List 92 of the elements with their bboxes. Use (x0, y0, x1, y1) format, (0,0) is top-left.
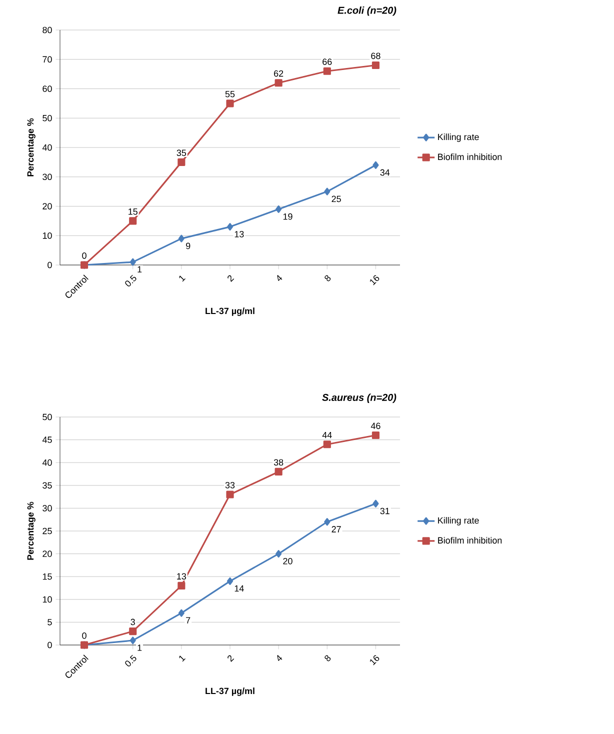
x-tick-label: 4 (277, 275, 282, 281)
point (226, 490, 234, 498)
y-tick-label: 5 (48, 619, 52, 626)
x-tick-label: 1 (179, 656, 186, 662)
point (324, 518, 330, 526)
data-label: 66 (322, 58, 332, 65)
y-axis-title: Percentage % (27, 118, 36, 176)
x-tick-label: 16 (370, 275, 380, 286)
data-label: 44 (322, 432, 332, 438)
y-tick-label: 80 (42, 26, 52, 34)
data-label: 68 (371, 52, 380, 60)
point (323, 440, 331, 448)
point (178, 234, 184, 242)
data-label: 27 (332, 526, 341, 532)
point (323, 67, 331, 75)
data-label: 33 (225, 482, 235, 488)
y-tick-label: 20 (42, 203, 52, 210)
y-tick-label: 30 (42, 505, 52, 512)
y-tick-label: 50 (42, 114, 52, 122)
data-label: 1 (138, 644, 142, 651)
point (178, 158, 186, 166)
data-label: 13 (177, 573, 186, 580)
y-tick-label: 40 (42, 144, 52, 151)
point (129, 628, 137, 636)
x-tick-label: 0.5 (125, 274, 136, 286)
x-tick-label: 16 (370, 655, 380, 666)
data-label: 46 (370, 422, 380, 430)
data-label: 1 (138, 266, 142, 272)
x-tick-label: 0.5 (125, 654, 136, 666)
data-label: 19 (283, 213, 292, 220)
data-label: 62 (274, 70, 284, 77)
point (178, 609, 184, 617)
point (129, 217, 137, 225)
y-tick-label: 30 (42, 174, 52, 180)
data-label: 3 (130, 618, 135, 626)
point (130, 636, 136, 644)
point (276, 550, 282, 558)
y-tick-label: 50 (42, 414, 52, 420)
data-label: 15 (128, 208, 138, 215)
data-label: 55 (225, 90, 235, 98)
y-tick-label: 20 (42, 550, 52, 557)
legend-label: Killing rate (438, 517, 479, 526)
y-tick-label: 45 (42, 436, 52, 443)
y-tick-label: 0 (48, 642, 52, 648)
point (372, 500, 379, 508)
data-label: 31 (380, 508, 390, 514)
chart-title: E.coli (n=20) (338, 6, 396, 16)
point (274, 468, 282, 476)
y-tick-label: 40 (42, 459, 52, 466)
y-tick-label: 70 (42, 56, 52, 63)
point (372, 61, 380, 70)
x-tick-label: 4 (277, 655, 282, 661)
x-tick-label: 8 (324, 275, 331, 282)
y-tick-label: 25 (42, 528, 52, 534)
x-tick-label: 2 (228, 655, 234, 662)
y-axis-title: Percentage % (27, 502, 36, 560)
data-label: 9 (186, 242, 190, 250)
data-label: 7 (186, 617, 190, 624)
data-label: 14 (234, 585, 244, 592)
point (324, 188, 330, 196)
x-axis-title: LL-37 µg/ml (206, 688, 254, 696)
data-label: 38 (274, 459, 284, 466)
y-tick-label: 60 (42, 86, 52, 92)
y-tick-label: 0 (48, 262, 52, 268)
y-tick-label: 15 (42, 573, 52, 580)
data-label: 34 (380, 169, 390, 176)
point (226, 577, 234, 585)
x-axis-title: LL-37 µg/ml (206, 308, 254, 316)
data-label: 13 (234, 230, 244, 238)
data-label: 20 (283, 558, 292, 564)
point (372, 161, 379, 169)
point (372, 431, 380, 440)
data-label: 0 (82, 252, 86, 259)
legend-label: Killing rate (438, 134, 479, 142)
point (226, 223, 234, 231)
data-label: 25 (332, 196, 341, 202)
y-tick-label: 10 (42, 232, 52, 239)
x-tick-label: 8 (324, 655, 331, 662)
legend-label: Biofilm inhibition (438, 536, 502, 544)
legend-label: Biofilm inhibition (438, 153, 502, 160)
point (178, 582, 186, 590)
data-label: 35 (176, 150, 186, 156)
chart-title: S.aureus (n=20) (322, 394, 396, 403)
x-tick-label: 1 (179, 276, 186, 282)
point (130, 258, 136, 266)
data-label: 0 (82, 632, 86, 639)
y-tick-label: 10 (42, 596, 52, 603)
point (276, 205, 282, 213)
y-tick-label: 35 (42, 482, 52, 489)
point (274, 79, 282, 87)
point (226, 100, 234, 108)
x-tick-label: 2 (228, 275, 234, 282)
